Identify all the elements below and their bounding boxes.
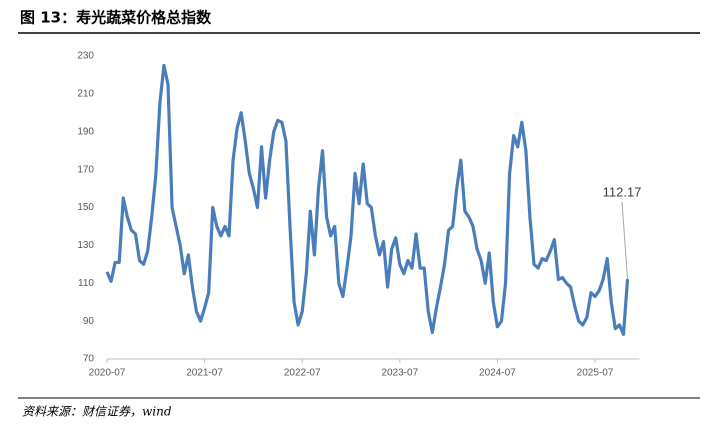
y-tick-label: 170 (77, 164, 94, 175)
y-tick-label: 230 (77, 51, 94, 62)
end-value-label: 112.17 (603, 184, 642, 199)
y-tick-label: 130 (77, 240, 94, 251)
x-tick-label: 2021-07 (186, 368, 223, 379)
x-tick-label: 2025-07 (577, 368, 614, 379)
y-tick-label: 90 (83, 316, 95, 327)
x-tick-label: 2022-07 (284, 368, 321, 379)
x-tick-label: 2024-07 (479, 368, 516, 379)
source: 资料来源：财信证券，wind (22, 405, 172, 419)
y-tick-label: 190 (77, 126, 94, 137)
y-tick-label: 70 (83, 354, 95, 365)
x-tick-label: 2023-07 (381, 368, 418, 379)
y-tick-label: 210 (77, 89, 94, 100)
chart-title: 图 13：寿光蔬菜价格总指数 (20, 9, 212, 27)
y-tick-label: 110 (78, 278, 94, 289)
x-tick-label: 2020-07 (89, 368, 126, 379)
series-line (105, 63, 630, 336)
annotation-leader (621, 201, 629, 280)
y-tick-label: 150 (77, 202, 94, 213)
